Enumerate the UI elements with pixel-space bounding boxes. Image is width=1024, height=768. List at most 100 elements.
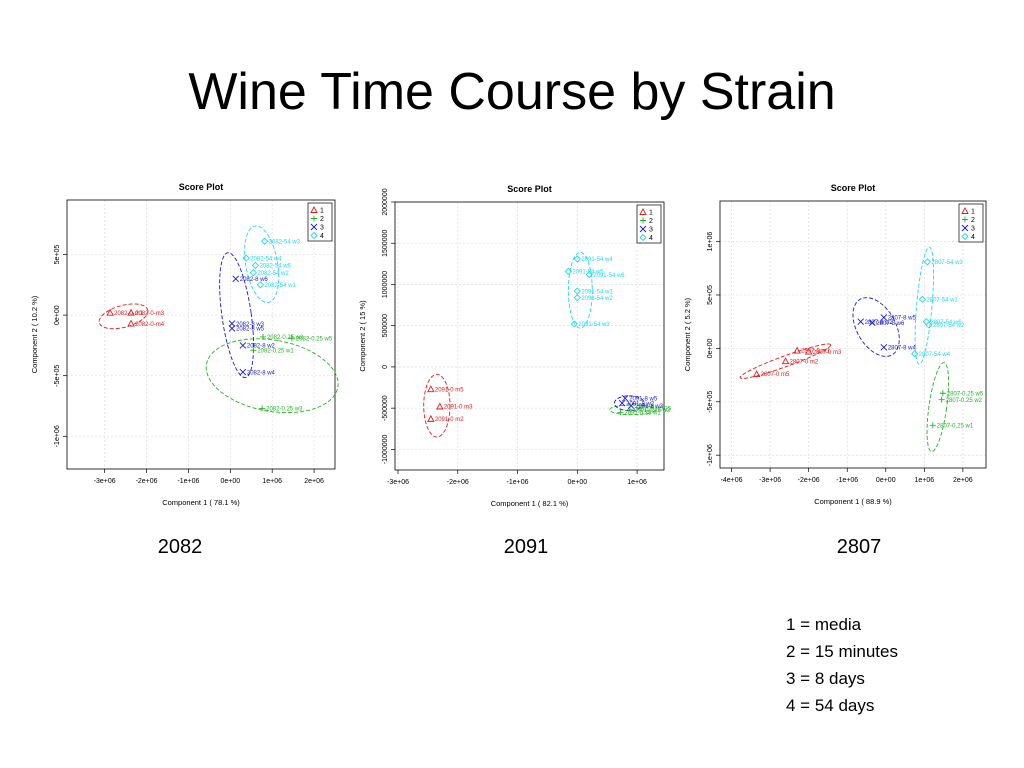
point-label: 2082-54 w6 <box>259 264 291 270</box>
legend-symbol-1 <box>639 208 647 215</box>
legend-symbol-1 <box>310 206 318 213</box>
legend-label-3: 3 <box>971 226 975 233</box>
y-tick-label: -5e+05 <box>707 391 714 413</box>
point-label: 2807-8 w2 <box>865 320 894 326</box>
point-label: 2082-0.25 w3 <box>266 407 303 413</box>
point-label: 2082-8 w4 <box>247 370 276 376</box>
point-marker-group-1 <box>127 319 135 327</box>
caption-strain-2091: 2091 <box>503 536 549 558</box>
y-tick-label: 5e+05 <box>707 285 714 305</box>
group-4-ellipse <box>914 246 934 365</box>
point-marker-group-4 <box>249 269 257 277</box>
y-tick-label: -5e+05 <box>54 365 61 387</box>
x-tick-label: 1e+06 <box>262 478 282 485</box>
point-marker-group-1 <box>106 308 114 316</box>
group-2-ellipse <box>926 362 950 453</box>
caption-strain-2807: 2807 <box>836 536 882 558</box>
point-label: 2082-54 w1 <box>264 283 296 289</box>
group-1-ellipse <box>98 303 149 330</box>
group-4-ellipse <box>567 251 593 329</box>
score-plot-2082: Score Plot -3e+06 -2e+06 -1e+06 0e+00 1e+06 2e… <box>30 182 339 507</box>
legend-label-4: 4 <box>971 234 975 241</box>
score-plot-2807: Score Plot -4e+06 -3e+06 -2e+06 -1e+06 0e+00 1… <box>683 183 987 506</box>
point-marker-group-1 <box>793 346 801 354</box>
point-marker-group-4 <box>242 254 250 262</box>
point-marker-group-4 <box>923 258 932 266</box>
point-label: 2082-54 w3 <box>269 239 301 245</box>
point-marker-group-3 <box>239 368 247 376</box>
legend-symbol-4 <box>310 231 318 240</box>
chart-title: Score Plot <box>831 183 876 193</box>
y-axis-label: Component 2 ( 5.2 %) <box>683 297 692 371</box>
x-axis-label: Component 1 ( 82.1 %) <box>491 499 569 508</box>
group-3-ellipse <box>219 252 255 378</box>
point-label: 2807-8 w6 <box>876 321 905 327</box>
y-tick-label: 500000 <box>382 314 389 337</box>
point-label: 2091-54 w4 <box>581 257 613 263</box>
group-3-ellipse <box>613 395 645 412</box>
point-label: 2082-54 w2 <box>257 271 289 277</box>
point-marker-group-1 <box>436 402 444 410</box>
point-marker-group-2 <box>259 333 266 340</box>
point-label: 2082-0-m3 <box>135 311 165 317</box>
point-label: 2807-0.25 w1 <box>937 423 974 429</box>
y-tick-label: 1e+06 <box>707 232 714 252</box>
point-marker-group-3 <box>228 320 236 327</box>
x-tick-label: 0e+00 <box>567 479 587 486</box>
y-tick-label: -1e+06 <box>707 444 714 466</box>
point-marker-group-4 <box>573 255 581 263</box>
point-marker-group-1 <box>781 357 790 365</box>
point-label: 2807-54 w2 <box>933 323 965 329</box>
point-marker-group-3 <box>621 394 629 402</box>
point-label: 2807-54 w1 <box>926 297 958 303</box>
point-marker-group-3 <box>618 399 626 407</box>
y-tick-label: 1500000 <box>382 230 389 257</box>
point-marker-group-1 <box>127 308 135 316</box>
point-marker-group-4 <box>911 350 919 358</box>
point-marker-group-2 <box>938 396 945 403</box>
point-marker-group-4 <box>918 295 927 303</box>
y-tick-label: 1000000 <box>382 271 389 298</box>
x-tick-label: -2e+06 <box>798 477 820 484</box>
legend-box <box>636 204 662 244</box>
group-2-ellipse <box>205 338 339 414</box>
point-label: 2091-0.25 w2 <box>634 408 671 414</box>
point-label: 2807-0.25 w5 <box>947 391 984 397</box>
y-tick-label: 0 <box>382 365 389 369</box>
point-label: 2807-8 w5 <box>888 316 917 322</box>
point-label: 2807-0 m1 <box>801 349 830 355</box>
point-marker-group-3 <box>880 314 888 321</box>
point-label: 2091-0.25 w1 <box>624 410 661 416</box>
legend-label-3: 3 <box>320 225 324 232</box>
x-tick-label: -2e+06 <box>136 478 158 485</box>
legend-symbol-4 <box>961 232 969 241</box>
legend-symbol-2 <box>640 217 646 224</box>
point-label: 2091-8 w2 <box>626 401 655 407</box>
point-marker-group-2 <box>929 422 936 429</box>
x-tick-label: 0e+00 <box>876 477 896 484</box>
point-marker-group-2 <box>288 335 295 342</box>
legend-label-4: 4 <box>320 233 324 240</box>
caption-strain-2082: 2082 <box>157 536 203 558</box>
point-label: 2807-54 w6 <box>930 320 962 326</box>
y-axis-label: Component 2 ( 10.2 %) <box>30 295 39 373</box>
point-marker-group-4 <box>564 267 572 275</box>
legend-symbol-2 <box>311 215 317 222</box>
point-label: 2807-54 w4 <box>919 352 951 358</box>
key-line-15-minutes: 2 = 15 minutes <box>786 642 898 661</box>
point-label: 2082-8 w3 <box>236 322 265 328</box>
x-axis-label: Component 1 ( 78.1 %) <box>162 498 240 507</box>
point-label: 2091-54 w2 <box>581 296 613 302</box>
point-marker-group-3 <box>880 343 888 351</box>
point-label: 2082-8 w6 <box>240 277 269 283</box>
point-label: 2082-0.25 w2 <box>267 335 304 341</box>
x-tick-label: -3e+06 <box>94 478 116 485</box>
key-line-54-days: 4 = 54 days <box>786 696 875 715</box>
legend-symbol-3 <box>310 223 318 231</box>
point-marker-group-2 <box>617 409 624 416</box>
legend-symbol-2 <box>962 216 968 223</box>
key-line-media: 1 = media <box>786 615 862 634</box>
point-marker-group-2 <box>626 406 633 413</box>
point-marker-group-2 <box>250 347 257 354</box>
legend-label-3: 3 <box>649 227 653 234</box>
